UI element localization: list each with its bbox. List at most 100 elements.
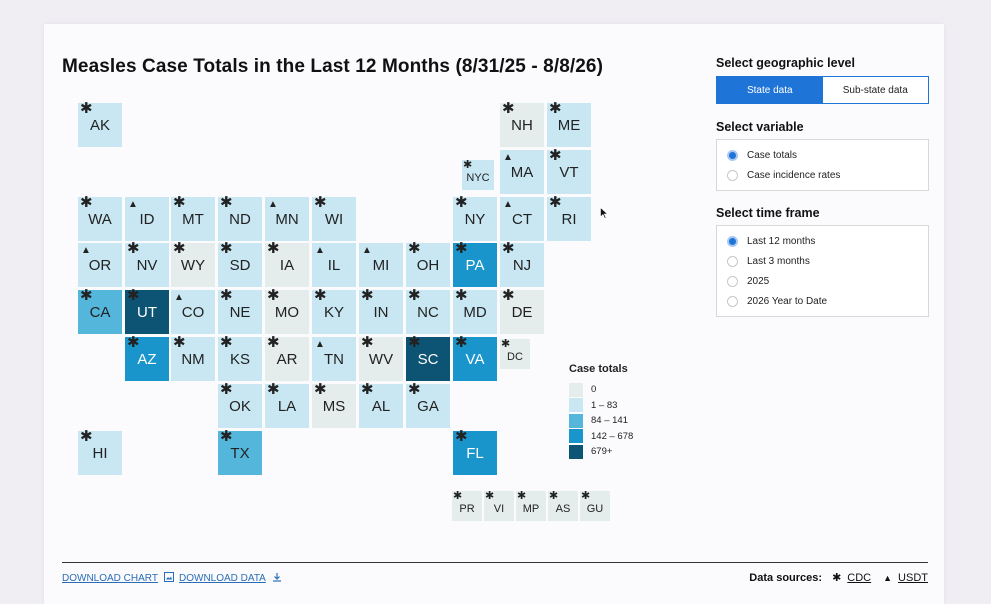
tile-ct[interactable]: ▲ CT bbox=[500, 197, 544, 241]
tile-tx[interactable]: ✱ TX bbox=[218, 429, 262, 475]
tile-sc[interactable]: ✱ SC bbox=[406, 335, 450, 381]
tile-nj[interactable]: ✱ NJ bbox=[500, 241, 544, 287]
radio-last-12-months[interactable]: Last 12 months bbox=[717, 231, 928, 251]
tile-ma[interactable]: ▲ MA bbox=[500, 150, 544, 194]
tile-oh[interactable]: ✱ OH bbox=[406, 241, 450, 287]
tile-label: MO bbox=[274, 303, 300, 321]
star-icon: ✱ bbox=[127, 240, 140, 257]
tile-ca[interactable]: ✱ CA bbox=[78, 288, 122, 334]
tile-label: WI bbox=[324, 210, 344, 228]
tile-label: MT bbox=[182, 210, 204, 228]
tile-al[interactable]: ✱ AL bbox=[359, 382, 403, 428]
tile-me[interactable]: ✱ ME bbox=[547, 101, 591, 147]
radio-label: Last 3 months bbox=[747, 255, 810, 267]
triangle-icon: ▲ bbox=[315, 245, 325, 256]
tile-co[interactable]: ▲ CO bbox=[171, 290, 215, 334]
radio-case-incidence-rates[interactable]: Case incidence rates bbox=[717, 165, 928, 185]
tile-sd[interactable]: ✱ SD bbox=[218, 241, 262, 287]
star-icon: ✱ bbox=[361, 287, 374, 304]
legend-title: Case totals bbox=[569, 363, 628, 375]
radio-2025[interactable]: 2025 bbox=[717, 271, 928, 291]
legend-label: 1 – 83 bbox=[591, 399, 618, 411]
tile-ny[interactable]: ✱ NY bbox=[453, 195, 497, 241]
tile-mt[interactable]: ✱ MT bbox=[171, 194, 215, 241]
star-icon: ✱ bbox=[173, 194, 186, 211]
tile-pr[interactable]: ✱ PR bbox=[452, 490, 482, 521]
tile-id[interactable]: ▲ ID bbox=[125, 197, 169, 241]
tile-mi[interactable]: ▲ MI bbox=[359, 243, 403, 287]
tile-as[interactable]: ✱ AS bbox=[548, 490, 578, 521]
radio-last-3-months[interactable]: Last 3 months bbox=[717, 251, 928, 271]
tile-de[interactable]: ✱ DE bbox=[500, 287, 544, 334]
star-icon: ✱ bbox=[314, 381, 327, 398]
tile-label: UT bbox=[137, 303, 157, 321]
legend-item: 142 – 678 bbox=[569, 429, 633, 445]
tile-label: CT bbox=[512, 210, 532, 228]
tile-il[interactable]: ▲ IL bbox=[312, 243, 356, 287]
tile-label: NM bbox=[181, 350, 205, 368]
tile-md[interactable]: ✱ MD bbox=[453, 288, 497, 334]
tile-pa[interactable]: ✱ PA bbox=[453, 240, 497, 287]
timeframe-radio-group: Last 12 months Last 3 months 2025 2026 Y… bbox=[716, 225, 929, 317]
tile-ia[interactable]: ✱ IA bbox=[265, 241, 309, 287]
tile-nv[interactable]: ✱ NV bbox=[125, 240, 169, 287]
tile-nc[interactable]: ✱ NC bbox=[406, 288, 450, 334]
tile-wi[interactable]: ✱ WI bbox=[312, 195, 356, 241]
tile-va[interactable]: ✱ VA bbox=[453, 335, 497, 381]
timeframe-title: Select time frame bbox=[716, 206, 820, 220]
download-data-label: DOWNLOAD DATA bbox=[179, 573, 266, 584]
tile-label: AZ bbox=[137, 350, 157, 368]
radio-case-totals[interactable]: Case totals bbox=[717, 145, 928, 165]
tile-ms[interactable]: ✱ MS bbox=[312, 381, 356, 428]
tile-label: PA bbox=[465, 256, 485, 274]
tile-label: VI bbox=[493, 503, 505, 515]
tile-nd[interactable]: ✱ ND bbox=[218, 195, 262, 241]
tile-hi[interactable]: ✱ HI bbox=[78, 429, 122, 475]
radio-label: Last 12 months bbox=[747, 235, 816, 247]
tile-ky[interactable]: ✱ KY bbox=[312, 287, 356, 334]
tile-az[interactable]: ✱ AZ bbox=[125, 335, 169, 381]
tile-label: OH bbox=[416, 256, 440, 274]
tile-ak[interactable]: ✱ AK bbox=[78, 101, 122, 147]
star-icon: ✱ bbox=[455, 240, 468, 257]
download-chart-link[interactable]: DOWNLOAD CHART bbox=[62, 572, 174, 585]
tile-tn[interactable]: ▲ TN bbox=[312, 337, 356, 381]
tile-label: MP bbox=[522, 503, 540, 515]
tile-la[interactable]: ✱ LA bbox=[265, 382, 309, 428]
tile-nh[interactable]: ✱ NH bbox=[500, 101, 544, 147]
source-usdt-link[interactable]: USDT bbox=[898, 571, 928, 584]
tile-wy[interactable]: ✱ WY bbox=[171, 241, 215, 287]
tile-nm[interactable]: ✱ NM bbox=[171, 335, 215, 381]
tile-mn[interactable]: ▲ MN bbox=[265, 197, 309, 241]
source-cdc-link[interactable]: CDC bbox=[847, 571, 872, 584]
tile-mo[interactable]: ✱ MO bbox=[265, 288, 309, 334]
star-icon: ✱ bbox=[314, 287, 327, 304]
tile-ri[interactable]: ✱ RI bbox=[547, 195, 591, 241]
tile-fl[interactable]: ✱ FL bbox=[453, 429, 497, 475]
tile-vt[interactable]: ✱ VT bbox=[547, 148, 591, 194]
tile-ut[interactable]: ✱ UT bbox=[125, 288, 169, 334]
tile-label: MI bbox=[372, 256, 390, 274]
tile-ks[interactable]: ✱ KS bbox=[218, 335, 262, 381]
sub-state-data-button[interactable]: Sub-state data bbox=[842, 84, 908, 96]
tile-mp[interactable]: ✱ MP bbox=[516, 490, 546, 521]
state-data-button[interactable]: State data bbox=[717, 77, 823, 103]
tile-label: RI bbox=[561, 210, 577, 228]
star-icon: ✱ bbox=[502, 287, 515, 304]
download-data-link[interactable]: DOWNLOAD DATA bbox=[179, 572, 282, 585]
tile-in[interactable]: ✱ IN bbox=[359, 287, 403, 334]
tile-wa[interactable]: ✱ WA bbox=[78, 195, 122, 241]
tile-label: HI bbox=[92, 444, 108, 462]
tile-ga[interactable]: ✱ GA bbox=[406, 382, 450, 428]
tile-vi[interactable]: ✱ VI bbox=[484, 490, 514, 521]
triangle-icon: ▲ bbox=[81, 245, 91, 256]
tile-ok[interactable]: ✱ OK bbox=[218, 382, 262, 428]
tile-wv[interactable]: ✱ WV bbox=[359, 335, 403, 381]
tile-or[interactable]: ▲ OR bbox=[78, 243, 122, 287]
tile-ne[interactable]: ✱ NE bbox=[218, 288, 262, 334]
tile-dc[interactable]: ✱ DC bbox=[500, 338, 530, 369]
radio-2026-ytd[interactable]: 2026 Year to Date bbox=[717, 291, 928, 311]
tile-gu[interactable]: ✱ GU bbox=[580, 490, 610, 521]
tile-ar[interactable]: ✱ AR bbox=[265, 335, 309, 381]
tile-nyc[interactable]: ✱ NYC bbox=[462, 159, 494, 190]
